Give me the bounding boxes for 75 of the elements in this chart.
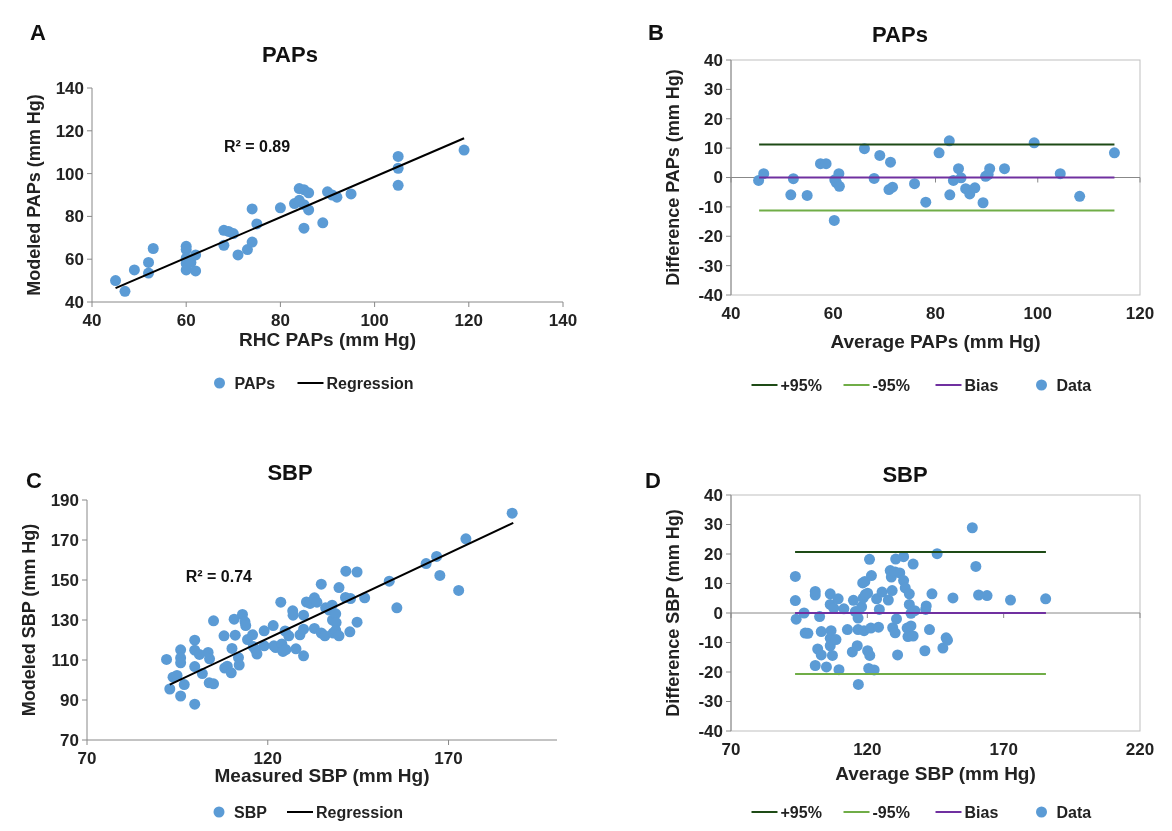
legend-label: +95% — [780, 376, 822, 394]
y-tick-label: 10 — [704, 139, 723, 159]
text: C — [26, 468, 42, 493]
y-tick-label: 0 — [713, 603, 723, 623]
chart-title: PAPs — [872, 22, 928, 47]
legend-label: -95% — [872, 803, 910, 821]
x-tick-label: 140 — [548, 311, 578, 330]
legend-label: Bias — [964, 803, 999, 821]
legend-label: Regression — [326, 374, 414, 392]
y-tick-label: -20 — [698, 227, 723, 247]
y-tick-label: 190 — [50, 490, 79, 510]
chart-title: PAPs — [262, 42, 318, 67]
x-tick-label: 170 — [989, 740, 1018, 759]
x-axis-title: Average PAPs (mm Hg) — [830, 331, 1041, 352]
y-tick-label: 90 — [60, 690, 79, 710]
y-tick-label: 20 — [704, 544, 723, 564]
y-tick-label: 130 — [50, 610, 79, 630]
y-tick-label: -10 — [698, 633, 723, 653]
y-tick-label: 150 — [50, 570, 79, 590]
y-tick-label: -40 — [698, 285, 723, 305]
y-tick-label: 40 — [704, 485, 723, 505]
y-axis-title: Modeled SBP (mm Hg) — [19, 523, 39, 717]
y-tick-label: 80 — [65, 207, 84, 227]
x-tick-label: 80 — [926, 304, 945, 323]
x-tick-label: 120 — [454, 311, 483, 330]
y-tick-label: 30 — [704, 80, 723, 100]
legend-label: PAPs — [234, 374, 276, 392]
y-tick-label: 170 — [50, 530, 79, 550]
y-tick-label: 120 — [55, 121, 84, 141]
chart-title: SBP — [882, 462, 928, 487]
annotation: R² = 0.89 — [223, 138, 291, 156]
y-tick-label: 100 — [55, 164, 84, 184]
x-tick-label: 120 — [253, 749, 282, 768]
x-axis-title: RHC PAPs (mm Hg) — [239, 329, 416, 350]
x-tick-label: 220 — [1125, 740, 1155, 759]
y-tick-label: 60 — [65, 250, 84, 270]
y-axis-title: Difference PAPs (mm Hg) — [663, 69, 683, 286]
annotation: R² = 0.74 — [185, 567, 253, 585]
text: A — [30, 20, 46, 45]
text: B — [648, 20, 664, 45]
y-tick-label: -30 — [698, 692, 723, 712]
x-tick-label: 60 — [823, 304, 843, 323]
legend-label: Data — [1056, 803, 1092, 821]
x-axis-title: Measured SBP (mm Hg) — [214, 765, 430, 786]
x-tick-label: 120 — [1125, 304, 1155, 323]
legend-label: -95% — [872, 376, 910, 394]
chart-title: SBP — [267, 460, 313, 485]
x-tick-label: 60 — [176, 311, 196, 330]
x-tick-label: 120 — [853, 740, 882, 759]
y-tick-label: 40 — [704, 50, 723, 70]
x-tick-label: 100 — [360, 311, 389, 330]
y-tick-label: 20 — [704, 109, 723, 129]
y-tick-label: -20 — [698, 662, 723, 682]
x-axis-title: Average SBP (mm Hg) — [835, 763, 1036, 784]
legend-label: SBP — [234, 803, 268, 821]
y-tick-label: 10 — [704, 574, 723, 594]
y-tick-label: -40 — [698, 721, 723, 741]
y-tick-label: 110 — [51, 650, 79, 670]
y-axis-title: Difference SBP (mm Hg) — [663, 509, 683, 717]
y-tick-label: -30 — [698, 256, 723, 276]
x-tick-label: 70 — [77, 749, 97, 768]
legend-label: Bias — [964, 376, 999, 394]
x-tick-label: 40 — [82, 311, 102, 330]
x-tick-label: 100 — [1023, 304, 1052, 323]
x-tick-label: 80 — [270, 311, 290, 330]
y-axis-title: Modeled PAPs (mm Hg) — [24, 94, 44, 296]
y-tick-label: -10 — [698, 197, 723, 217]
legend-label: Regression — [316, 803, 404, 821]
x-tick-label: 170 — [434, 749, 463, 768]
legend-label: Data — [1056, 376, 1092, 394]
y-tick-label: 0 — [713, 168, 723, 188]
legend-label: +95% — [780, 803, 822, 821]
text: D — [645, 468, 661, 493]
y-tick-label: 30 — [704, 515, 723, 535]
y-tick-label: 140 — [55, 78, 84, 98]
